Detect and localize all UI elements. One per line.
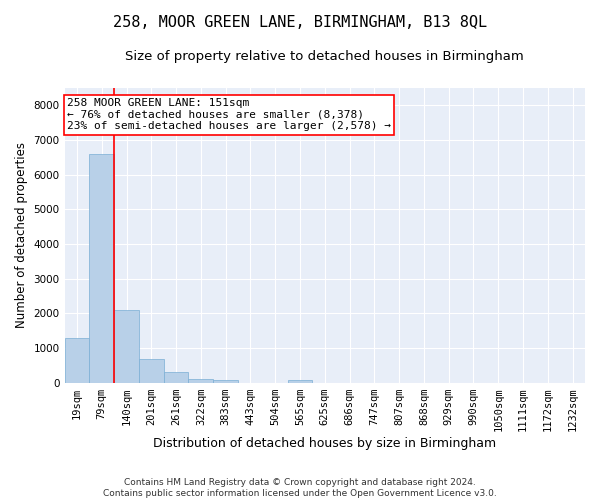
Bar (213, 380, 238, 383)
Bar (114, 310, 139, 383)
Y-axis label: Number of detached properties: Number of detached properties (15, 142, 28, 328)
Bar (89, 154, 114, 383)
Bar (287, 380, 313, 383)
Text: 258 MOOR GREEN LANE: 151sqm
← 76% of detached houses are smaller (8,378)
23% of : 258 MOOR GREEN LANE: 151sqm ← 76% of det… (67, 98, 391, 132)
Title: Size of property relative to detached houses in Birmingham: Size of property relative to detached ho… (125, 50, 524, 63)
Text: 258, MOOR GREEN LANE, BIRMINGHAM, B13 8QL: 258, MOOR GREEN LANE, BIRMINGHAM, B13 8Q… (113, 15, 487, 30)
Bar (139, 358, 164, 383)
Bar (164, 372, 188, 383)
Text: Contains HM Land Registry data © Crown copyright and database right 2024.
Contai: Contains HM Land Registry data © Crown c… (103, 478, 497, 498)
Bar (65, 338, 89, 383)
X-axis label: Distribution of detached houses by size in Birmingham: Distribution of detached houses by size … (153, 437, 496, 450)
Bar (188, 378, 213, 383)
